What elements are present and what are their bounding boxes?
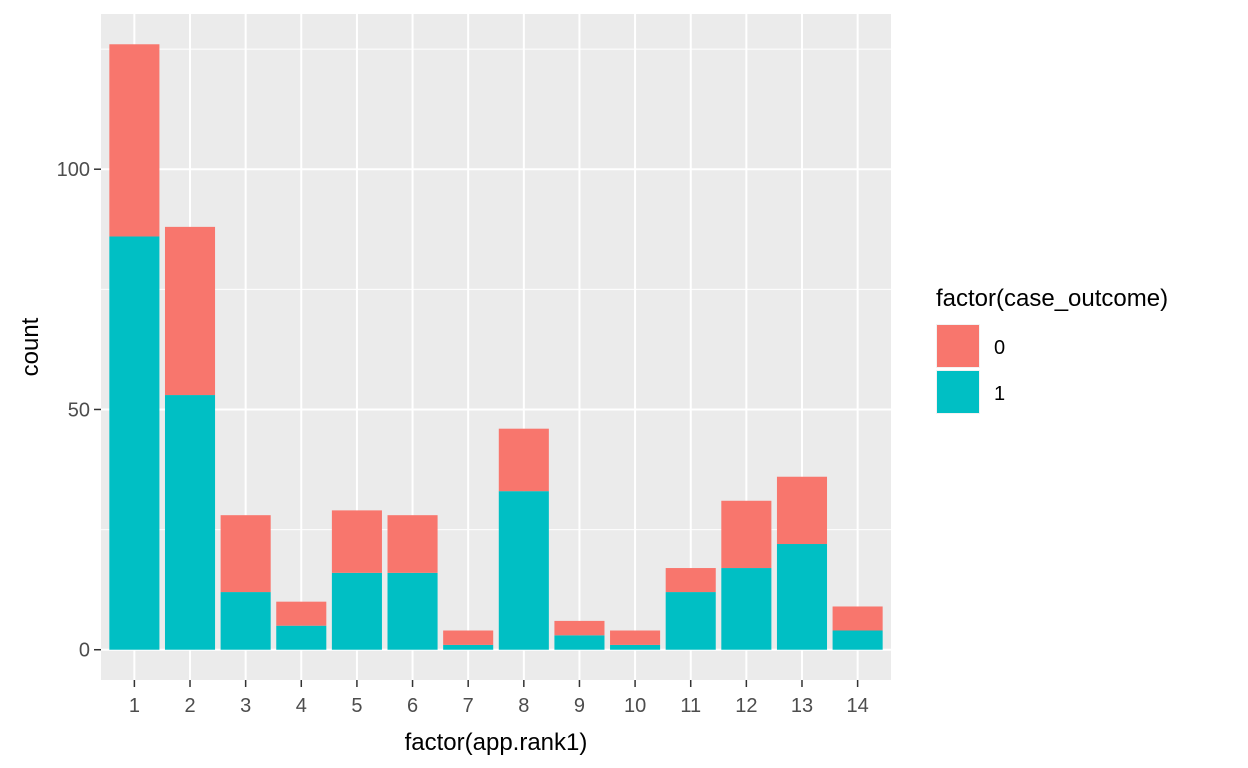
bar-segment-outcome-1: [109, 236, 160, 650]
bar-segment-outcome-1: [387, 572, 438, 650]
y-axis: 0 50 100: [57, 159, 101, 662]
y-tick-label: 50: [68, 399, 90, 421]
x-tick-label: 9: [574, 695, 585, 717]
bar-segment-outcome-0: [610, 630, 661, 645]
plot-panel: [101, 14, 891, 680]
bar-segment-outcome-1: [610, 644, 661, 650]
legend-label-0: 0: [994, 337, 1005, 359]
bars: [109, 44, 883, 650]
x-tick-label: 5: [351, 695, 362, 717]
x-tick-label: 14: [846, 695, 868, 717]
x-axis: 1 2 3 4 5 6 7 8 9 10 11 12 13 14: [129, 680, 869, 717]
bar-segment-outcome-0: [220, 515, 271, 593]
x-tick-label: 4: [296, 695, 307, 717]
x-tick-label: 6: [407, 695, 418, 717]
bar-segment-outcome-0: [776, 476, 828, 545]
x-tick-label: 10: [624, 695, 646, 717]
bar-segment-outcome-0: [443, 630, 494, 645]
bar-segment-outcome-0: [832, 606, 883, 631]
bar-segment-outcome-0: [665, 568, 716, 593]
y-tick-label: 100: [57, 159, 90, 181]
x-tick-label: 13: [791, 695, 813, 717]
x-tick-label: 1: [129, 695, 140, 717]
x-tick-label: 3: [240, 695, 251, 717]
bar-segment-outcome-1: [721, 568, 772, 650]
bar-segment-outcome-1: [776, 544, 828, 650]
legend: factor(case_outcome) 0 1: [936, 285, 1168, 414]
bar-segment-outcome-0: [387, 515, 438, 573]
bar-segment-outcome-0: [276, 601, 327, 626]
x-tick-label: 8: [518, 695, 529, 717]
x-tick-label: 2: [184, 695, 195, 717]
bar-segment-outcome-0: [331, 510, 382, 573]
bar-segment-outcome-1: [832, 630, 883, 650]
x-tick-label: 11: [680, 695, 701, 717]
x-tick-label: 12: [735, 695, 757, 717]
bar-segment-outcome-1: [331, 572, 382, 650]
bar-segment-outcome-1: [220, 592, 271, 650]
legend-title: factor(case_outcome): [936, 285, 1168, 312]
legend-swatch-0: [937, 325, 979, 367]
legend-label-1: 1: [994, 383, 1005, 405]
bar-segment-outcome-0: [554, 620, 605, 636]
y-tick-label: 0: [79, 640, 90, 662]
bar-segment-outcome-1: [498, 491, 549, 650]
bar-segment-outcome-1: [164, 395, 216, 650]
x-tick-label: 7: [463, 695, 474, 717]
bar-segment-outcome-1: [443, 644, 494, 650]
bar-segment-outcome-0: [164, 226, 216, 396]
bar-segment-outcome-0: [721, 500, 772, 569]
bar-segment-outcome-1: [554, 635, 605, 650]
bar-segment-outcome-1: [665, 592, 716, 650]
y-axis-title: count: [17, 317, 44, 376]
bar-segment-outcome-0: [498, 428, 549, 492]
legend-swatch-1: [937, 371, 979, 413]
bar-segment-outcome-1: [276, 625, 327, 650]
x-axis-title: factor(app.rank1): [405, 729, 588, 756]
bar-segment-outcome-0: [109, 44, 160, 237]
